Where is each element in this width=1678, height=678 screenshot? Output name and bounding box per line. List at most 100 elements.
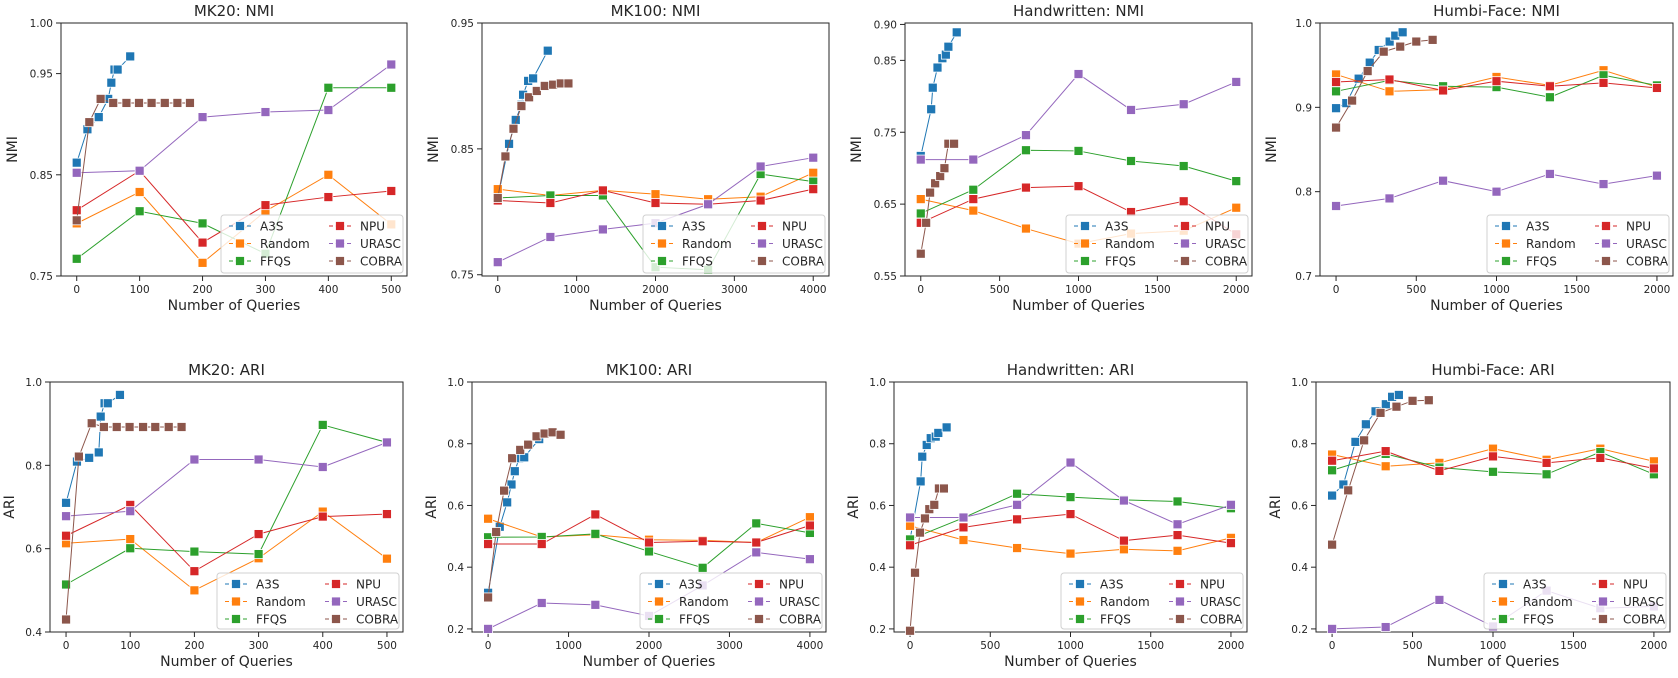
data-point <box>1126 156 1136 166</box>
legend-marker <box>1498 614 1508 624</box>
legend-marker <box>1598 614 1608 624</box>
data-point <box>1380 446 1391 457</box>
legend-label: Random <box>260 237 310 251</box>
legend-frame <box>220 214 404 274</box>
data-point <box>1012 514 1022 525</box>
chart-title: Humbi-Face: NMI <box>1433 2 1560 20</box>
data-point <box>751 547 762 558</box>
data-point <box>926 104 937 115</box>
y-tick-label: 0.95 <box>30 69 53 81</box>
data-point <box>507 453 518 464</box>
data-point <box>1384 86 1395 97</box>
legend-label: A3S <box>1105 220 1128 234</box>
y-tick-label: 0.6 <box>869 500 886 512</box>
x-tick-label: 500 <box>1403 640 1423 652</box>
x-tick-label: 300 <box>255 284 275 296</box>
data-point <box>71 157 82 168</box>
legend-entry-random: Random <box>1495 237 1576 251</box>
y-axis-label: ARI <box>2 495 18 518</box>
data-point <box>808 167 819 178</box>
data-point <box>1347 95 1357 106</box>
data-point <box>1434 465 1445 476</box>
legend-marker <box>235 221 245 231</box>
data-point <box>176 422 187 432</box>
y-tick-label: 1.0 <box>25 377 42 389</box>
legend-marker <box>231 596 241 607</box>
data-point <box>590 528 601 539</box>
legend-marker <box>1498 579 1508 589</box>
data-point <box>102 398 113 409</box>
data-point <box>1343 485 1354 496</box>
chart-title: Handwritten: NMI <box>1013 2 1144 20</box>
legend-entry-cobra: COBRA <box>1169 613 1243 627</box>
data-point <box>1384 36 1395 47</box>
data-point <box>939 483 949 494</box>
legend-label: URASC <box>1623 595 1664 609</box>
series-line <box>65 504 387 572</box>
data-point <box>1362 66 1373 76</box>
x-tick-label: 1500 <box>1144 284 1171 296</box>
legend-entry-random: Random <box>225 595 306 609</box>
data-point <box>539 81 550 91</box>
data-point <box>1172 496 1183 507</box>
data-point <box>1073 181 1084 192</box>
y-tick-label: 0.4 <box>1291 562 1308 574</box>
data-point <box>1488 451 1498 462</box>
subplot-1: MK100: NMI Number of Queries NMI 0 1000 2000 3… <box>426 2 830 314</box>
data-point <box>150 422 161 432</box>
data-point <box>1384 193 1395 204</box>
data-point <box>197 237 208 248</box>
data-point <box>146 98 157 108</box>
legend-label: FFQS <box>682 255 713 269</box>
data-point <box>1119 495 1129 506</box>
legend-label: A3S <box>260 220 283 234</box>
legend-label: NPU <box>782 220 807 234</box>
y-tick-label: 1.0 <box>1291 377 1308 389</box>
legend-marker <box>754 596 764 607</box>
legend-label: URASC <box>1626 237 1667 251</box>
data-point <box>1423 395 1434 406</box>
legend-label: COBRA <box>782 255 825 269</box>
data-point <box>1411 36 1422 47</box>
data-point <box>1331 77 1341 87</box>
subplot-6: Handwritten: ARI Number of Queries ARI 0 500… <box>846 361 1248 670</box>
chart-title: Handwritten: ARI <box>1007 361 1135 379</box>
data-point <box>111 422 122 432</box>
legend-marker <box>331 614 341 624</box>
legend-label: Random <box>1105 237 1155 251</box>
legend-entry-a3s: A3S <box>1074 220 1128 234</box>
legend-label: Random <box>1100 595 1150 609</box>
data-point <box>958 512 969 523</box>
legend-marker <box>1501 221 1511 231</box>
data-point <box>1360 419 1371 430</box>
y-axis-label: ARI <box>424 495 440 518</box>
legend-entry-npu: NPU <box>325 578 381 592</box>
legend-marker <box>1601 256 1611 266</box>
legend-marker <box>657 256 667 266</box>
series-urasc <box>1331 169 1662 211</box>
y-tick-label: 0.6 <box>1291 500 1308 512</box>
data-point <box>483 624 493 634</box>
legend-entry-random: Random <box>1069 595 1150 609</box>
data-point <box>1119 544 1129 555</box>
x-axis-label: Number of Queries <box>168 298 301 314</box>
legend-marker <box>1080 221 1090 231</box>
data-point <box>1331 122 1341 133</box>
y-tick-label: 1.0 <box>869 377 886 389</box>
legend-marker <box>1180 256 1190 266</box>
x-tick-label: 2000 <box>1644 284 1671 296</box>
data-point <box>1438 175 1448 186</box>
legend-label: NPU <box>1200 578 1225 592</box>
legend-marker <box>1180 221 1190 231</box>
data-point <box>185 98 195 108</box>
series-line <box>66 441 388 517</box>
legend-marker <box>1080 238 1090 249</box>
legend-marker <box>235 256 245 266</box>
x-tick-label: 2000 <box>1223 284 1250 296</box>
x-tick-label: 1000 <box>555 640 582 652</box>
series-line <box>76 98 190 221</box>
legend-label: FFQS <box>679 613 710 627</box>
x-tick-label: 4000 <box>800 284 827 296</box>
y-tick-label: 0.75 <box>451 270 474 282</box>
legend: A3S Random FFQS NPU URASC COBRA <box>216 572 400 630</box>
